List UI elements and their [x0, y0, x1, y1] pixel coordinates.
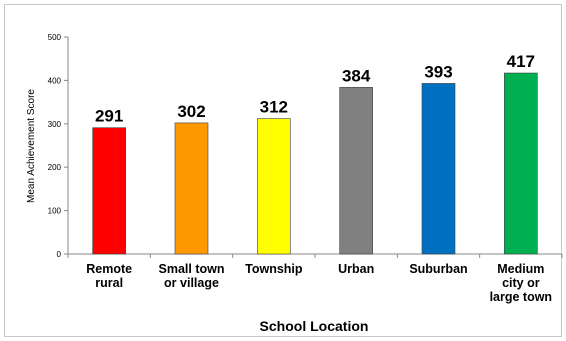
data-label: 384 — [342, 66, 371, 85]
category-label: Small town — [159, 262, 225, 276]
bar — [421, 83, 456, 255]
data-label: 393 — [424, 62, 452, 81]
bar — [257, 118, 291, 255]
category-label: or village — [164, 276, 219, 290]
category-label: Remote — [86, 262, 132, 276]
category-label: Medium — [497, 262, 544, 276]
x-axis-title: School Location — [260, 318, 369, 334]
data-label: 312 — [260, 98, 288, 117]
category-label: Township — [245, 262, 303, 276]
data-label: 302 — [177, 102, 205, 121]
y-tick-label: 300 — [48, 120, 62, 129]
category-label: rural — [95, 276, 123, 290]
category-label: large town — [490, 290, 553, 304]
y-axis-title: Mean Achievement Score — [26, 89, 37, 203]
bar — [504, 72, 538, 255]
chart-bars — [92, 72, 538, 255]
category-label: city or — [502, 276, 540, 290]
chart-axes: 0 100 200 300 400 500 — [48, 33, 563, 259]
category-label: Suburban — [409, 262, 467, 276]
y-tick-label: 500 — [48, 33, 62, 42]
y-tick-label: 100 — [48, 207, 62, 216]
category-label: Urban — [338, 262, 374, 276]
y-tick-label: 0 — [57, 250, 62, 259]
data-label: 417 — [507, 52, 535, 71]
y-tick-label: 200 — [48, 163, 62, 172]
bar — [339, 87, 373, 255]
data-label: 291 — [95, 107, 123, 126]
bar — [92, 127, 126, 255]
bar — [174, 122, 209, 255]
y-tick-label: 400 — [48, 76, 62, 85]
